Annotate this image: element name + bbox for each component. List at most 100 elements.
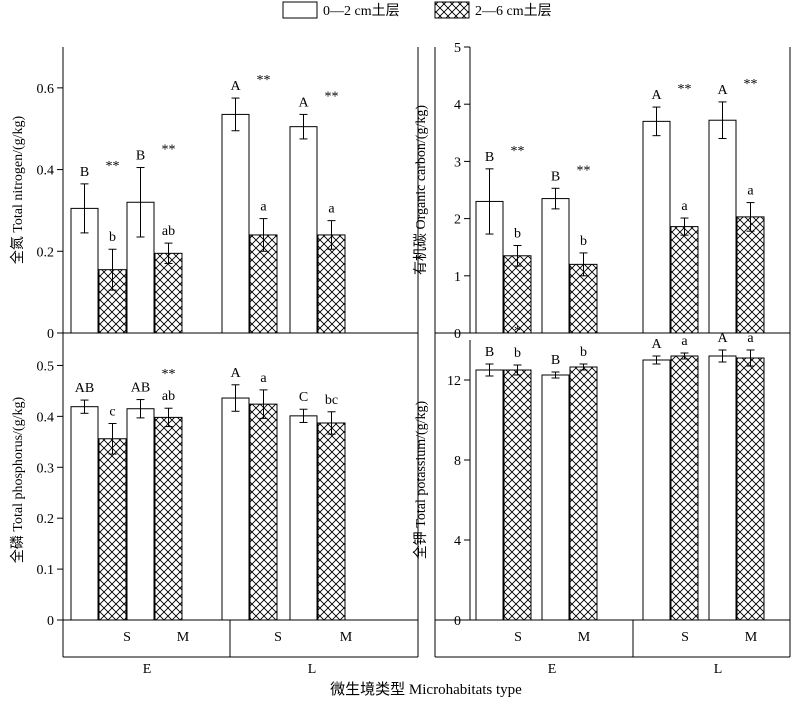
significance-letter: B — [551, 353, 560, 368]
legend-swatch-2-6cm — [434, 1, 470, 19]
bar-2-6cm — [317, 422, 346, 621]
y-tick-label: 0.4 — [37, 410, 55, 425]
category-label-l-s-left: S — [274, 630, 282, 645]
significance-letter: A — [298, 95, 309, 110]
bar-0-2cm — [289, 126, 318, 334]
significance-letter: a — [681, 334, 688, 349]
layer-significance-marker: ** — [106, 159, 120, 174]
group-label-e-left: E — [143, 662, 152, 677]
layer-significance-marker: ** — [744, 77, 758, 92]
category-label-e-s-left: S — [123, 630, 131, 645]
significance-letter: B — [136, 149, 145, 164]
group-label-e-right: E — [548, 662, 557, 677]
y-tick-label: 0 — [454, 327, 461, 342]
category-label-l-s-right: S — [681, 630, 689, 645]
significance-letter: b — [514, 226, 521, 241]
layer-significance-marker: ** — [577, 163, 591, 178]
layer-significance-marker: ** — [257, 73, 271, 88]
y-tick-label: 0.1 — [37, 563, 55, 578]
significance-letter: a — [747, 184, 754, 199]
significance-letter: a — [260, 371, 267, 386]
bar-0-2cm — [541, 198, 570, 334]
significance-letter: AB — [75, 381, 94, 396]
bar-2-6cm — [249, 403, 278, 621]
y-tick-label: 0.2 — [37, 245, 55, 260]
y-axis-title: 全氮 Total nitrogen/(g/kg) — [9, 116, 26, 265]
bar-2-6cm — [670, 355, 699, 621]
bar-0-2cm — [642, 359, 671, 621]
layer-significance-marker: ** — [162, 367, 176, 382]
x-axis-title: 微生境类型 Microhabitats type — [330, 680, 522, 698]
y-tick-label: 0 — [47, 614, 54, 629]
y-tick-label: 0 — [454, 614, 461, 629]
y-tick-label: 0.4 — [37, 164, 55, 179]
significance-letter: B — [80, 165, 89, 180]
significance-letter: B — [551, 169, 560, 184]
bar-2-6cm — [670, 226, 699, 334]
category-labels: S M S M S M S M E L E L — [123, 630, 758, 677]
y-tick-label: 1 — [454, 270, 461, 285]
significance-letter: B — [485, 345, 494, 360]
category-label-l-m-right: M — [745, 630, 758, 645]
layer-significance-marker: ** — [325, 89, 339, 104]
significance-letter: c — [109, 404, 115, 419]
significance-letter: b — [580, 234, 587, 249]
significance-letter: b — [514, 346, 521, 361]
y-tick-label: 2 — [454, 213, 461, 228]
significance-letter: B — [485, 150, 494, 165]
bar-2-6cm — [154, 416, 183, 621]
legend-label-2-6cm: 2—6 cm土层 — [475, 3, 552, 19]
bar-2-6cm — [736, 216, 765, 334]
significance-letter: a — [328, 202, 335, 217]
y-axis-title: 有机碳 Organic carbon/(g/kg) — [413, 105, 429, 275]
significance-letter: C — [299, 390, 308, 405]
significance-letter: A — [230, 366, 241, 381]
y-tick-label: 0.2 — [37, 512, 55, 527]
y-tick-label: 4 — [454, 98, 461, 113]
significance-letter: A — [651, 88, 662, 103]
bar-0-2cm — [126, 408, 155, 621]
legend-swatch-0-2cm — [282, 1, 318, 19]
bar-0-2cm — [708, 119, 737, 334]
y-tick-label: 0.6 — [37, 82, 55, 97]
y-axis-title: 全磷 Total phosphorus/(g/kg) — [9, 397, 26, 564]
legend-label-0-2cm: 0—2 cm土层 — [323, 3, 400, 19]
chart-panels: 0 0.2 0.4 0.6 全氮 Total nitrogen/(g/kg) Bb ** Ba… — [9, 41, 790, 629]
category-label-e-m-right: M — [578, 630, 591, 645]
bar-0-2cm — [221, 113, 250, 334]
category-label-l-m-left: M — [340, 630, 353, 645]
bar-0-2cm — [70, 207, 99, 334]
y-tick-label: 3 — [454, 155, 461, 170]
significance-letter: A — [651, 337, 662, 352]
bar-0-2cm — [289, 415, 318, 621]
layer-significance-marker: ** — [678, 82, 692, 97]
bar-2-6cm — [569, 366, 598, 621]
group-label-l-right: L — [714, 662, 723, 677]
significance-letter: ab — [162, 389, 175, 404]
y-axis-title: 全钾 Total potassium/(g/kg) — [412, 400, 429, 559]
significance-letter: a — [681, 199, 688, 214]
category-label-e-s-right: S — [514, 630, 522, 645]
y-tick-label: 12 — [447, 374, 461, 389]
y-tick-label: 0 — [47, 327, 54, 342]
category-label-e-m-left: M — [177, 630, 190, 645]
y-tick-label: 5 — [454, 41, 461, 56]
bar-2-6cm — [736, 357, 765, 621]
bar-0-2cm — [70, 406, 99, 621]
bar-2-6cm — [503, 369, 532, 621]
significance-letter: A — [717, 331, 728, 346]
y-tick-label: 8 — [454, 454, 461, 469]
significance-letter: a — [260, 200, 267, 215]
significance-letter: A — [717, 83, 728, 98]
y-tick-label: 0.5 — [37, 359, 55, 374]
bar-2-6cm — [154, 252, 183, 334]
y-tick-label: 4 — [454, 534, 461, 549]
legend: 0—2 cm土层 2—6 cm土层 — [282, 1, 552, 19]
layer-significance-marker: ** — [162, 143, 176, 158]
y-tick-label: 0.3 — [37, 461, 55, 476]
significance-letter: AB — [131, 381, 150, 396]
significance-letter: b — [109, 230, 116, 245]
frame — [62, 47, 791, 658]
